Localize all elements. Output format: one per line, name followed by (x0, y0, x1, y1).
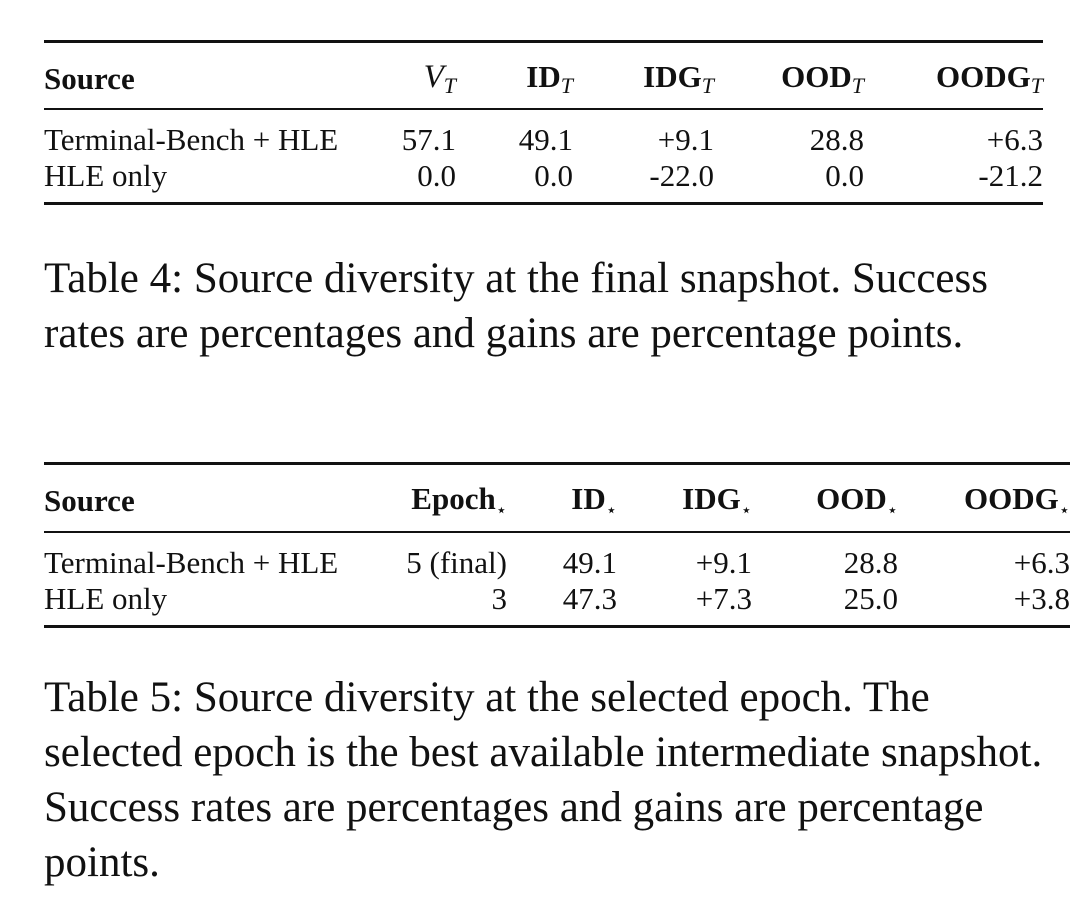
cell-ood: 25.0 (752, 581, 898, 628)
cell-idg: +7.3 (617, 581, 752, 628)
cell-v: 0.0 (359, 158, 456, 205)
table-5-header-row: Source Epoch⋆ ID⋆ IDG⋆ OOD⋆ OODG⋆ (44, 462, 1070, 533)
header-oodg: OODGT (864, 40, 1043, 110)
table-5-grid: Source Epoch⋆ ID⋆ IDG⋆ OOD⋆ OODG⋆ Termin… (44, 462, 1070, 628)
table-5: Source Epoch⋆ ID⋆ IDG⋆ OOD⋆ OODG⋆ Termin… (44, 462, 1070, 628)
cell-id: 49.1 (562, 545, 617, 580)
cell-idg: -22.0 (573, 158, 714, 205)
cell-id: 47.3 (507, 581, 617, 628)
table-row: HLE only 3 47.3 +7.3 25.0 +3.8 (44, 581, 1070, 628)
table-4-grid: Source VT IDT IDGT OODT OODGT Terminal-B… (44, 40, 1043, 205)
cell-epoch: 5 (final) (406, 545, 507, 580)
cell-idg: +9.1 (657, 122, 714, 157)
cell-oodg: +6.3 (986, 122, 1043, 157)
header-source: Source (44, 40, 359, 110)
cell-oodg: +3.8 (898, 581, 1070, 628)
cell-idg: +9.1 (695, 545, 752, 580)
cell-epoch: 3 (359, 581, 507, 628)
cell-ood: 28.8 (843, 545, 898, 580)
header-idg: IDG⋆ (617, 462, 752, 533)
table-5-caption: Table 5: Source diversity at the selecte… (44, 674, 1043, 886)
header-ood: OODT (714, 40, 864, 110)
cell-source: HLE only (44, 158, 359, 205)
cell-id: 0.0 (456, 158, 573, 205)
cell-id: 49.1 (518, 122, 573, 157)
table-row: Terminal-Bench + HLE 5 (final) 49.1 +9.1… (44, 532, 1070, 581)
header-ood: OOD⋆ (752, 462, 898, 533)
cell-ood: 28.8 (809, 122, 864, 157)
table-row: HLE only 0.0 0.0 -22.0 0.0 -21.2 (44, 158, 1043, 205)
header-epoch: Epoch⋆ (359, 462, 507, 533)
header-id: IDT (456, 40, 573, 110)
cell-oodg: -21.2 (864, 158, 1043, 205)
table-4: Source VT IDT IDGT OODT OODGT Terminal-B… (44, 40, 1043, 205)
header-oodg: OODG⋆ (898, 462, 1070, 533)
cell-source: Terminal-Bench + HLE (44, 122, 339, 157)
table-4-caption: Table 4: Source diversity at the final s… (44, 255, 988, 357)
cell-oodg: +6.3 (1013, 545, 1070, 580)
header-v: VT (359, 40, 456, 110)
header-idg: IDGT (573, 40, 714, 110)
cell-source: Terminal-Bench + HLE (44, 545, 339, 580)
table-4-header-row: Source VT IDT IDGT OODT OODGT (44, 40, 1043, 110)
cell-ood: 0.0 (714, 158, 864, 205)
cell-source: HLE only (44, 581, 359, 628)
header-source: Source (44, 462, 359, 533)
table-row: Terminal-Bench + HLE 57.1 49.1 +9.1 28.8… (44, 109, 1043, 158)
cell-v: 57.1 (401, 122, 456, 157)
header-id: ID⋆ (507, 462, 617, 533)
